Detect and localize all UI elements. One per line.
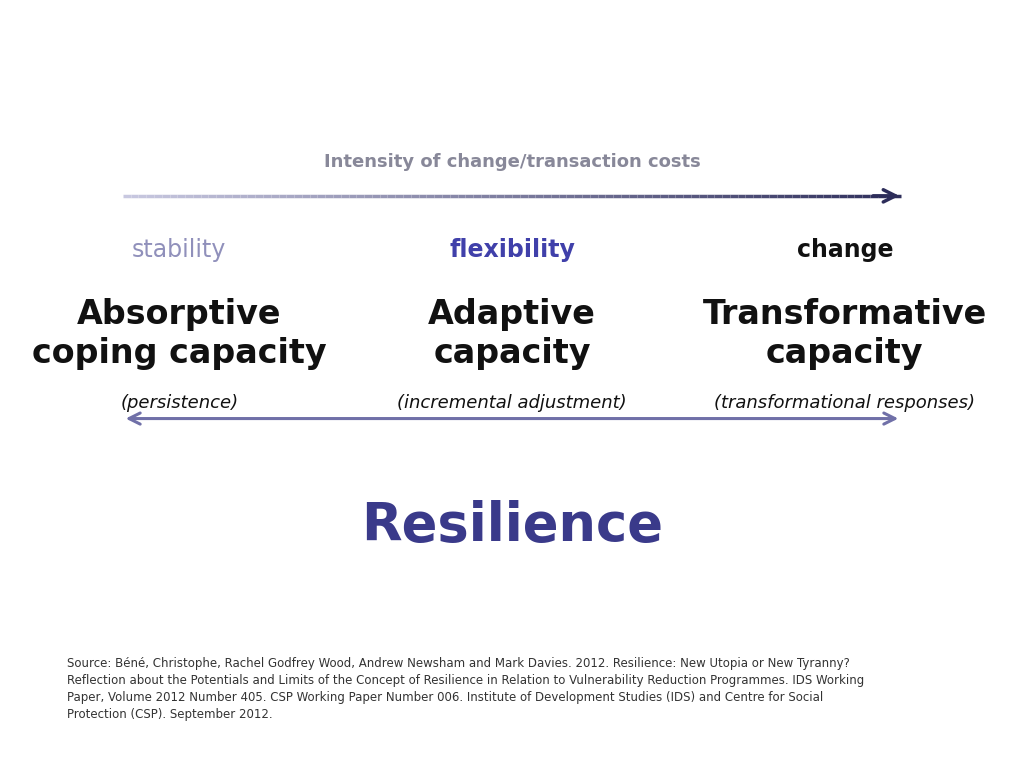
Text: stability: stability xyxy=(132,237,226,262)
Text: Source: Béné, Christophe, Rachel Godfrey Wood, Andrew Newsham and Mark Davies. 2: Source: Béné, Christophe, Rachel Godfrey… xyxy=(67,657,864,720)
Text: (persistence): (persistence) xyxy=(120,394,239,412)
Text: Adaptive
capacity: Adaptive capacity xyxy=(428,299,596,369)
Text: Resilience: Resilience xyxy=(361,500,663,552)
Text: Transformative
capacity: Transformative capacity xyxy=(702,299,987,369)
Text: Intensity of change/transaction costs: Intensity of change/transaction costs xyxy=(324,154,700,171)
Text: (incremental adjustment): (incremental adjustment) xyxy=(397,394,627,412)
Text: change: change xyxy=(797,237,893,262)
Text: (transformational responses): (transformational responses) xyxy=(715,394,975,412)
Text: flexibility: flexibility xyxy=(450,237,574,262)
Text: Absorptive
coping capacity: Absorptive coping capacity xyxy=(32,299,327,369)
